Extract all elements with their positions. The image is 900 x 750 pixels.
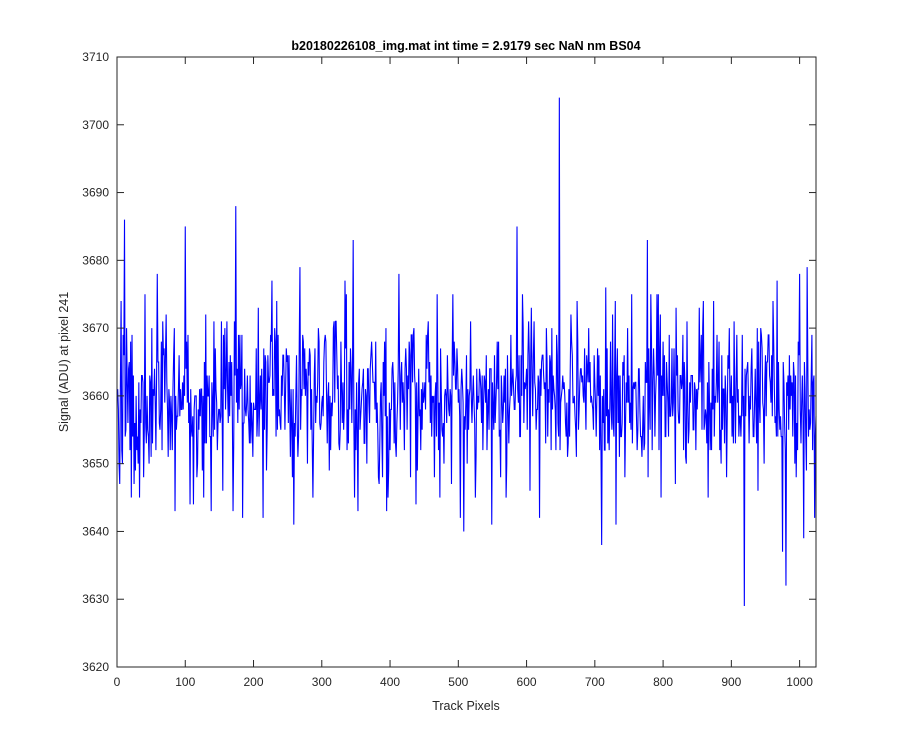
y-tick-label: 3700	[82, 118, 109, 132]
x-tick-label: 900	[721, 675, 741, 689]
y-tick-label: 3680	[82, 253, 109, 267]
axes-box	[116, 56, 817, 668]
y-tick-label: 3620	[82, 660, 109, 674]
x-tick-label: 300	[312, 675, 332, 689]
x-tick-label: 500	[448, 675, 468, 689]
x-tick-label: 700	[585, 675, 605, 689]
y-tick-label: 3690	[82, 186, 109, 200]
data-series-group	[117, 97, 817, 607]
y-tick-label: 3640	[82, 524, 109, 538]
x-tick-label: 800	[653, 675, 673, 689]
y-tick-label: 3670	[82, 321, 109, 335]
y-tick-label: 3630	[82, 592, 109, 606]
y-tick-label: 3710	[82, 50, 109, 64]
x-tick-label: 400	[380, 675, 400, 689]
y-tick-label: 3660	[82, 389, 109, 403]
x-axis-label: Track Pixels	[432, 699, 500, 713]
chart-title: b20180226108_img.mat int time = 2.9179 s…	[291, 39, 640, 53]
y-tick-label: 3650	[82, 457, 109, 471]
x-tick-label: 100	[175, 675, 195, 689]
tick-marks-group	[116, 56, 816, 668]
signal-line	[117, 97, 817, 607]
y-axis-label: Signal (ADU) at pixel 241	[57, 292, 71, 432]
y-tick-labels: 3620 3630 3640 3650 3660 3670 3680 3690 3700 3710	[82, 50, 109, 674]
x-tick-labels: 0 100 200 300 400 500 600 700 800 900 1000	[114, 675, 814, 689]
x-tick-label: 600	[517, 675, 537, 689]
x-tick-label: 1000	[786, 675, 813, 689]
x-tick-label: 0	[114, 675, 121, 689]
x-tick-label: 200	[244, 675, 264, 689]
